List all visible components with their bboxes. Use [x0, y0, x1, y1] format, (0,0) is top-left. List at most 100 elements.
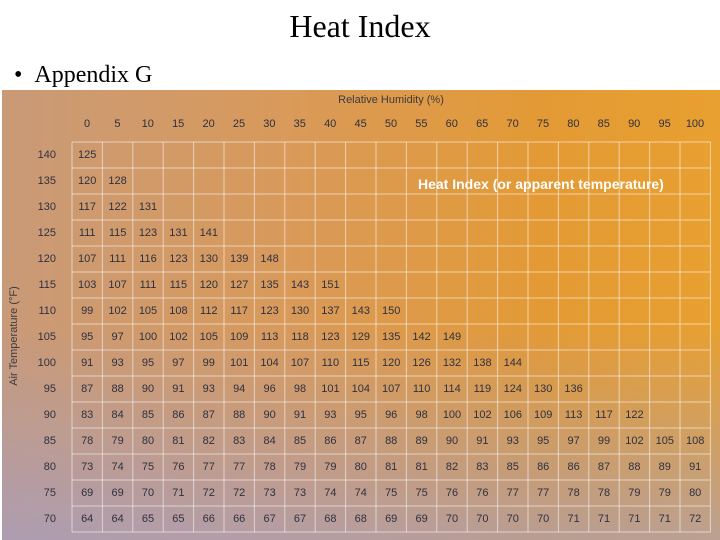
- table-cell: 120: [382, 357, 401, 369]
- table-cell: 91: [81, 357, 94, 369]
- table-cell: 139: [230, 253, 249, 265]
- row-header: 90: [43, 409, 56, 421]
- table-cell: 82: [445, 461, 459, 473]
- x-axis-label: Relative Humidity (%): [338, 94, 444, 106]
- table-cell: 71: [597, 513, 611, 525]
- row-header: 105: [37, 331, 56, 343]
- table-cell: 108: [686, 435, 705, 447]
- table-cell: 100: [442, 409, 462, 421]
- table-cell: 102: [169, 331, 188, 343]
- column-header: 40: [324, 118, 337, 130]
- table-cell: 117: [78, 201, 96, 213]
- grid-lines: [71, 141, 711, 533]
- table-cell: 81: [385, 461, 398, 473]
- table-cell: 80: [141, 435, 155, 447]
- table-cell: 151: [321, 279, 340, 291]
- column-header: 80: [567, 118, 580, 130]
- table-cell: 69: [111, 487, 124, 499]
- table-cell: 78: [81, 435, 94, 447]
- row-header: 120: [37, 253, 56, 265]
- row-header: 135: [37, 175, 56, 187]
- table-cell: 135: [260, 279, 279, 291]
- table-cell: 101: [230, 357, 249, 369]
- table-cell: 67: [293, 513, 307, 525]
- table-cell: 96: [385, 409, 398, 421]
- table-cell: 88: [233, 409, 246, 421]
- table-cell: 130: [290, 305, 310, 317]
- table-cell: 86: [537, 461, 550, 473]
- table-cell: 95: [354, 409, 367, 421]
- table-cell: 128: [108, 175, 127, 187]
- table-cell: 125: [78, 149, 97, 161]
- table-cell: 73: [263, 487, 276, 499]
- overlay-label: Heat Index (or apparent temperature): [418, 176, 664, 192]
- table-cell: 85: [293, 435, 307, 447]
- table-cell: 90: [141, 383, 155, 395]
- column-header: 85: [597, 118, 610, 130]
- table-cell: 120: [199, 279, 218, 291]
- column-header: 25: [232, 118, 246, 130]
- bullet-dot: •: [14, 62, 23, 88]
- table-cell: 102: [108, 305, 127, 317]
- table-cell: 95: [537, 435, 550, 447]
- table-cell: 99: [597, 435, 611, 447]
- table-cell: 110: [412, 383, 431, 395]
- table-cell: 123: [138, 227, 158, 239]
- table-cell: 116: [139, 253, 157, 265]
- table-cell: 66: [233, 513, 246, 525]
- table-cell: 73: [81, 461, 94, 473]
- table-cell: 71: [658, 513, 671, 525]
- table-cell: 88: [385, 435, 398, 447]
- table-cell: 93: [111, 357, 124, 369]
- table-cell: 75: [141, 461, 155, 473]
- table-cell: 77: [202, 461, 215, 473]
- table-cell: 107: [78, 253, 97, 265]
- table-cell: 74: [354, 487, 367, 499]
- table-cell: 119: [473, 383, 492, 395]
- row-header: 95: [43, 383, 56, 395]
- table-cell: 148: [260, 253, 279, 265]
- table-cell: 104: [260, 357, 279, 369]
- table-cell: 65: [141, 513, 155, 525]
- table-cell: 78: [263, 461, 276, 473]
- table-cell: 95: [81, 331, 94, 343]
- table-cell: 149: [442, 331, 462, 343]
- table-cell: 84: [111, 409, 124, 421]
- table-cell: 98: [415, 409, 428, 421]
- table-cell: 83: [81, 409, 94, 421]
- table-cell: 79: [658, 487, 671, 499]
- table-cell: 143: [351, 305, 370, 317]
- column-header: 20: [202, 118, 215, 130]
- column-header: 60: [445, 118, 458, 130]
- row-header: 110: [38, 305, 56, 317]
- table-cell: 127: [230, 279, 249, 291]
- row-header: 115: [38, 279, 56, 291]
- page-title: Heat Index: [289, 8, 431, 44]
- table-cell: 109: [534, 409, 553, 421]
- table-cell: 117: [230, 305, 248, 317]
- table-cell: 97: [111, 331, 124, 343]
- table-cell: 88: [111, 383, 124, 395]
- table-cell: 142: [412, 331, 431, 343]
- table-cell: 98: [293, 383, 307, 395]
- table-cell: 131: [138, 201, 158, 213]
- table-cell: 71: [628, 513, 641, 525]
- table-cell: 107: [382, 383, 401, 395]
- table-cell: 80: [354, 461, 367, 473]
- table-cell: 75: [385, 487, 398, 499]
- table-cell: 101: [321, 383, 340, 395]
- column-header: 0: [83, 118, 91, 130]
- column-header: 45: [354, 118, 367, 130]
- bullet-text: Appendix G: [34, 62, 153, 88]
- table-cell: 90: [263, 409, 276, 421]
- table-cell: 93: [202, 383, 215, 395]
- table-cell: 114: [443, 383, 461, 395]
- table-cell: 79: [293, 461, 307, 473]
- table-cell: 80: [689, 487, 702, 499]
- table-cell: 73: [293, 487, 307, 499]
- column-header: 90: [628, 118, 641, 130]
- table-cell: 100: [138, 331, 158, 343]
- row-header: 100: [37, 357, 56, 369]
- table-cell: 86: [324, 435, 337, 447]
- row-header: 80: [43, 461, 56, 473]
